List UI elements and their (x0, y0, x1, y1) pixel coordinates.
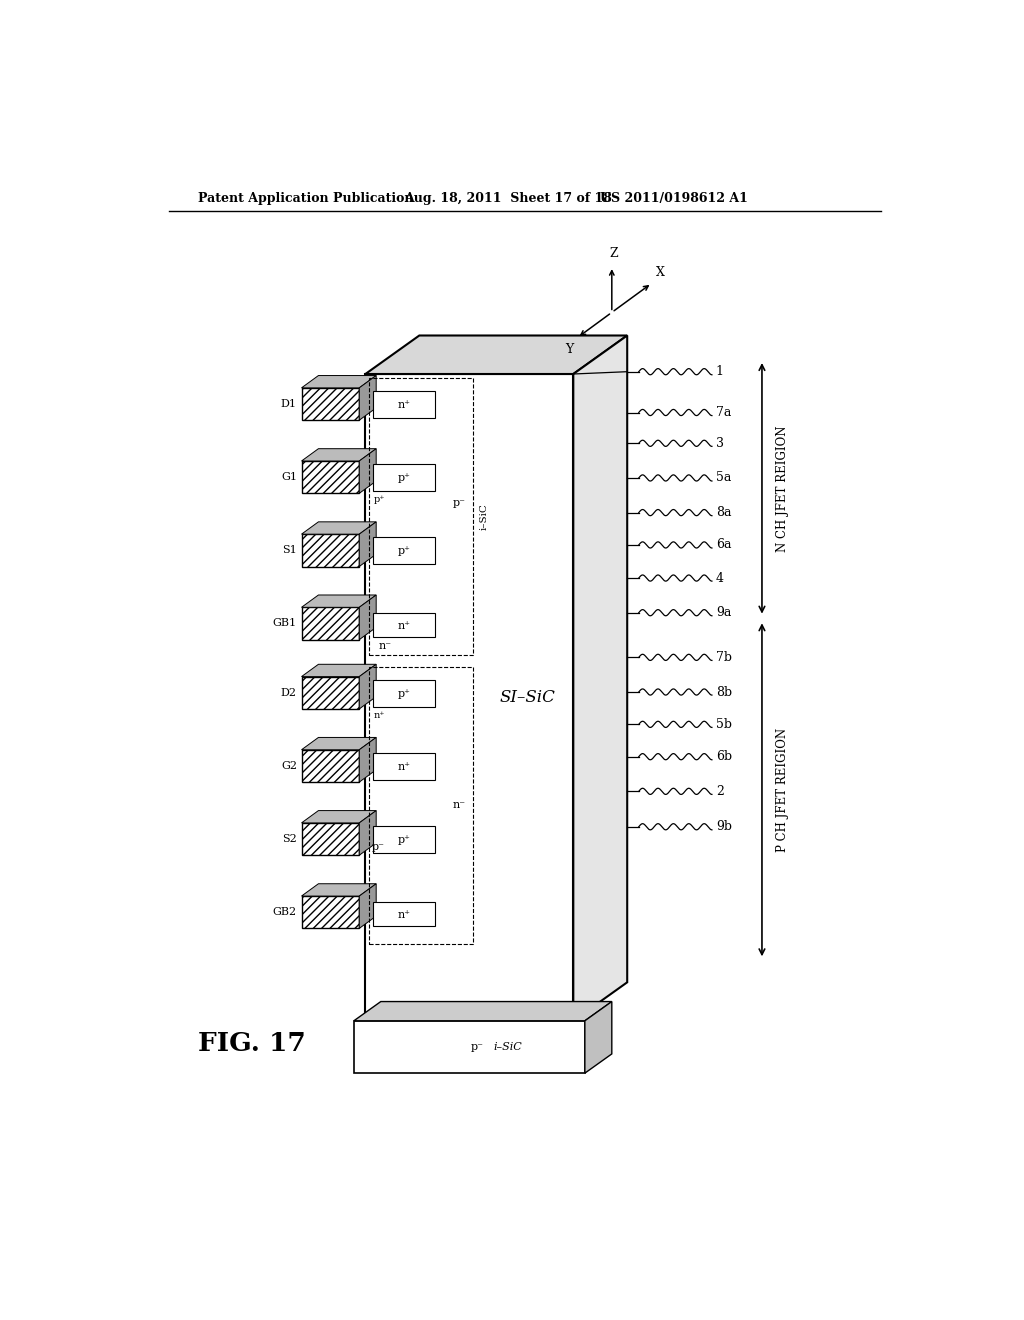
Text: G2: G2 (281, 760, 297, 771)
Text: i–SiC: i–SiC (479, 503, 488, 529)
Text: S1: S1 (283, 545, 297, 556)
Text: 3: 3 (716, 437, 724, 450)
Polygon shape (359, 738, 376, 781)
Text: n⁺: n⁺ (397, 620, 411, 631)
Bar (301, 535, 359, 566)
Text: 4: 4 (716, 572, 724, 585)
Polygon shape (301, 884, 376, 896)
Text: 5a: 5a (716, 471, 731, 484)
Bar (301, 677, 359, 709)
Text: FIG. 17: FIG. 17 (199, 1031, 306, 1056)
Text: p⁻: p⁻ (453, 498, 466, 508)
Text: p⁺: p⁺ (397, 689, 411, 698)
Bar (373, 614, 435, 638)
Bar (301, 388, 359, 420)
Text: US 2011/0198612 A1: US 2011/0198612 A1 (600, 191, 749, 205)
Bar (373, 903, 435, 927)
Text: 8a: 8a (716, 506, 731, 519)
Bar (301, 750, 359, 781)
Text: 7b: 7b (716, 651, 732, 664)
Text: Patent Application Publication: Patent Application Publication (199, 191, 414, 205)
Polygon shape (301, 449, 376, 461)
Polygon shape (354, 1020, 585, 1073)
Polygon shape (585, 1002, 611, 1073)
Polygon shape (301, 376, 376, 388)
Text: n⁻: n⁻ (453, 800, 466, 810)
Bar (373, 680, 435, 706)
Bar (373, 537, 435, 564)
Polygon shape (359, 884, 376, 928)
Polygon shape (366, 374, 573, 1020)
Bar (373, 752, 435, 780)
Text: n⁺: n⁺ (397, 762, 411, 772)
Text: Z: Z (610, 247, 618, 260)
Text: GB2: GB2 (272, 907, 297, 917)
Text: p⁻: p⁻ (471, 1041, 483, 1052)
Text: X: X (655, 267, 665, 280)
Text: D1: D1 (281, 399, 297, 409)
Text: p⁺: p⁺ (397, 546, 411, 556)
Polygon shape (301, 810, 376, 822)
Text: p⁻: p⁻ (372, 842, 385, 851)
Bar (301, 896, 359, 928)
Text: 6a: 6a (716, 539, 731, 552)
Polygon shape (366, 335, 628, 374)
Bar (370, 667, 473, 944)
Bar (373, 465, 435, 491)
Polygon shape (359, 449, 376, 494)
Text: N CH JFET REIGION: N CH JFET REIGION (776, 425, 788, 552)
Polygon shape (359, 595, 376, 640)
Text: P CH JFET REIGION: P CH JFET REIGION (776, 727, 788, 851)
Text: 1: 1 (716, 366, 724, 379)
Bar (301, 607, 359, 640)
Polygon shape (573, 335, 628, 1020)
Bar (373, 391, 435, 418)
Text: Y: Y (565, 343, 573, 356)
Text: 7a: 7a (716, 407, 731, 418)
Text: Aug. 18, 2011  Sheet 17 of 18: Aug. 18, 2011 Sheet 17 of 18 (403, 191, 611, 205)
Polygon shape (359, 664, 376, 709)
Polygon shape (359, 376, 376, 420)
Polygon shape (354, 1002, 611, 1020)
Bar (373, 826, 435, 853)
Text: D2: D2 (281, 688, 297, 698)
Text: n⁺: n⁺ (397, 400, 411, 409)
Text: 5b: 5b (716, 718, 732, 731)
Text: S2: S2 (283, 834, 297, 843)
Text: n⁺: n⁺ (374, 710, 385, 719)
Text: p⁺: p⁺ (397, 834, 411, 845)
Bar (301, 822, 359, 855)
Polygon shape (301, 521, 376, 535)
Bar (301, 461, 359, 494)
Polygon shape (301, 664, 376, 677)
Text: 9b: 9b (716, 820, 732, 833)
Polygon shape (301, 595, 376, 607)
Polygon shape (359, 810, 376, 855)
Text: p⁺: p⁺ (374, 495, 385, 504)
Text: 6b: 6b (716, 750, 732, 763)
Polygon shape (359, 521, 376, 566)
Text: 9a: 9a (716, 606, 731, 619)
Text: 2: 2 (716, 785, 724, 797)
Text: p⁺: p⁺ (397, 473, 411, 483)
Text: G1: G1 (281, 473, 297, 482)
Bar (370, 378, 473, 655)
Text: n⁺: n⁺ (397, 909, 411, 920)
Text: GB1: GB1 (272, 619, 297, 628)
Text: n⁻: n⁻ (378, 640, 391, 651)
Text: i–SiC: i–SiC (494, 1041, 522, 1052)
Text: SI–SiC: SI–SiC (499, 689, 555, 706)
Polygon shape (301, 738, 376, 750)
Text: 8b: 8b (716, 685, 732, 698)
